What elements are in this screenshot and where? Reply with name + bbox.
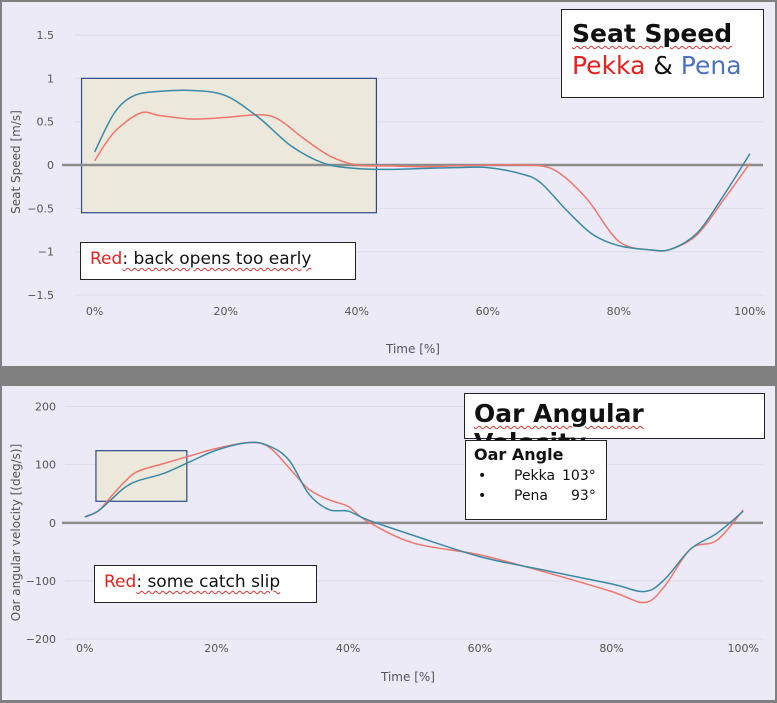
y-tick-label: 0	[47, 159, 54, 172]
x-tick-label: 40%	[345, 305, 369, 318]
legend-and: &	[645, 51, 681, 80]
x-tick-label: 20%	[204, 642, 228, 655]
y-tick-label: 0	[49, 517, 56, 530]
oar-angle-row-pena: • Pena 93°	[474, 486, 606, 506]
series-line-pekka	[84, 441, 744, 604]
y-axis-title: Oar angular velocity [(deg/s)]	[9, 444, 23, 622]
x-tick-label: 60%	[468, 642, 492, 655]
legend-pekka: Pekka	[572, 51, 646, 80]
catch-slip-note-text: : some catch slip	[136, 572, 281, 592]
y-tick-label: −1.5	[27, 289, 54, 302]
highlight-region	[95, 450, 188, 502]
seat-speed-chart: 1.5 1 0.5 0 −0.5 −1 −1.5 0% 20% 40% 60% 80% 100% Time…	[9, 29, 766, 356]
highlight-region	[80, 77, 378, 214]
x-tick-label: 100%	[734, 305, 765, 318]
oar-velocity-chart: 200 100 0 −100 −200 0% 20% 40% 60% 80% 100% Time [%…	[9, 400, 763, 684]
oar-angle-row-pekka: • Pekka 103°	[474, 466, 606, 486]
oar-angle-bullet: •	[478, 468, 487, 484]
x-tick-label: 80%	[599, 642, 623, 655]
seat-speed-legend-line: Pekka & Pena	[572, 50, 763, 82]
oar-angle-header: Oar Angle	[474, 445, 564, 464]
x-axis-title: Time [%]	[380, 670, 435, 684]
y-tick-label: −100	[26, 575, 56, 588]
x-tick-label: 20%	[213, 305, 237, 318]
series-line-pena	[94, 89, 751, 252]
oar-angle-name: Pena	[514, 488, 549, 504]
oar-angle-value: 93°	[571, 488, 596, 504]
y-tick-label: 100	[35, 459, 56, 472]
seat-speed-title-box: Seat Speed Pekka & Pena	[561, 9, 764, 98]
oar-angle-name: Pekka	[514, 468, 556, 484]
y-axis-title: Seat Speed [m/s]	[9, 110, 23, 214]
x-axis-title: Time [%]	[385, 342, 440, 356]
oar-velocity-title-box: Oar Angular Velocity	[464, 393, 765, 457]
x-tick-label: 40%	[336, 642, 360, 655]
x-tick-label: 100%	[728, 642, 759, 655]
y-tick-label: 200	[35, 400, 56, 413]
x-tick-label: 0%	[86, 305, 103, 318]
x-tick-label: 0%	[76, 642, 93, 655]
back-opens-note-red: Red	[90, 249, 123, 269]
catch-slip-note: Red: some catch slip	[94, 565, 317, 603]
y-tick-label: −1	[38, 246, 54, 259]
oar-angle-value: 103°	[562, 468, 596, 484]
y-tick-label: −0.5	[27, 202, 54, 215]
legend-pena: Pena	[680, 51, 742, 80]
y-tick-label: 1.5	[37, 29, 55, 42]
oar-angle-box: Oar Angle • Pekka 103° • Pena 93°	[465, 440, 607, 520]
catch-slip-note-red: Red	[104, 572, 137, 592]
oar-angle-bullet: •	[478, 488, 487, 504]
back-opens-note: Red: back opens too early	[80, 242, 356, 280]
y-tick-label: 1	[47, 72, 54, 85]
x-tick-label: 80%	[607, 305, 631, 318]
y-tick-label: 0.5	[37, 116, 55, 129]
back-opens-note-text: : back opens too early	[122, 249, 312, 269]
series-line-pena	[84, 441, 744, 593]
y-tick-label: −200	[26, 633, 56, 646]
seat-speed-title: Seat Speed	[572, 19, 733, 48]
x-tick-label: 60%	[476, 305, 500, 318]
